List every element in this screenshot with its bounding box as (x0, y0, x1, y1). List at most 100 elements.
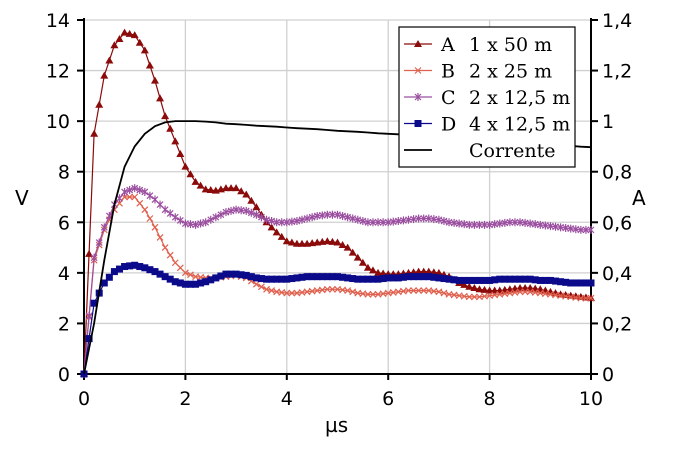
legend-label: 1 x 50 m (469, 34, 552, 56)
data-point (359, 275, 367, 283)
data-point (131, 184, 139, 193)
x-tick-label: 10 (579, 388, 603, 410)
legend-key: B (441, 61, 455, 83)
data-point (358, 258, 367, 266)
data-point (344, 274, 352, 282)
data-point (328, 273, 336, 281)
data-point (141, 264, 149, 272)
data-point (440, 289, 448, 297)
data-point (192, 280, 200, 288)
data-point (344, 213, 352, 222)
data-point (263, 275, 271, 283)
x-tick-label: 0 (78, 388, 90, 410)
data-point (465, 293, 473, 301)
data-point (146, 266, 154, 274)
data-point (221, 184, 230, 192)
data-point (348, 248, 357, 256)
data-point (176, 279, 184, 287)
data-point (516, 275, 524, 283)
data-point (303, 214, 311, 223)
y2-tick-label: 1,2 (602, 61, 632, 83)
data-point (410, 273, 418, 281)
data-point (521, 288, 529, 296)
data-point (292, 239, 301, 247)
data-point (242, 271, 250, 279)
data-point (268, 217, 276, 226)
data-point (349, 288, 357, 296)
data-point (191, 177, 200, 185)
data-point (136, 186, 144, 195)
data-point (470, 220, 478, 229)
legend-marker (414, 120, 422, 127)
data-point (496, 275, 504, 283)
data-point (364, 275, 372, 283)
y-tick-label: 6 (58, 212, 70, 234)
data-point (217, 272, 225, 280)
y-tick-label: 4 (58, 263, 70, 285)
data-point (151, 195, 159, 204)
data-point (227, 270, 235, 278)
data-point (511, 218, 519, 227)
data-point (506, 218, 514, 227)
data-point (156, 94, 165, 102)
data-point (374, 275, 382, 283)
data-point (202, 218, 210, 227)
data-point (329, 285, 336, 293)
data-point (328, 237, 337, 245)
data-point (186, 280, 194, 288)
data-point (308, 213, 316, 222)
data-point (257, 275, 265, 283)
data-point (278, 275, 286, 283)
data-point (450, 276, 458, 284)
data-point (272, 228, 281, 236)
data-point (419, 267, 428, 275)
data-point (187, 271, 194, 279)
data-point (465, 220, 473, 229)
data-point (232, 184, 241, 192)
data-point (237, 187, 246, 195)
data-point (166, 209, 174, 218)
x-tick-label: 8 (484, 388, 496, 410)
data-point (541, 276, 549, 284)
data-point (222, 270, 230, 278)
data-point (577, 294, 585, 302)
data-point (379, 218, 387, 227)
data-point (247, 208, 255, 217)
data-point (435, 288, 443, 296)
data-point (415, 287, 423, 294)
data-point (115, 34, 124, 42)
data-point (481, 220, 488, 229)
data-point (440, 275, 448, 283)
data-point (171, 259, 179, 267)
data-point (100, 279, 108, 287)
data-point (258, 213, 265, 222)
data-point (171, 278, 179, 286)
data-point (323, 237, 332, 245)
data-point (420, 273, 428, 281)
y2-axis-label: A (632, 186, 646, 210)
y2-tick-label: 0,6 (602, 212, 632, 234)
data-point (252, 274, 260, 282)
data-point (445, 275, 453, 283)
data-point (151, 268, 159, 276)
data-point (359, 217, 367, 226)
series-d (80, 261, 595, 378)
data-point (150, 76, 159, 84)
data-point (368, 266, 377, 274)
data-point (374, 218, 382, 227)
x-tick-label: 2 (179, 388, 191, 410)
data-point (273, 218, 281, 227)
data-point (536, 276, 544, 284)
data-point (126, 262, 134, 270)
data-point (192, 220, 199, 229)
data-point (277, 232, 286, 240)
data-point (435, 215, 443, 224)
data-point (207, 276, 215, 284)
axes: 0 2 4 6 8 100 02 0,24 0,46 0,68 0,810 112 1,214 1,4 (46, 10, 632, 410)
legend-marker (414, 40, 422, 47)
data-point (258, 283, 265, 291)
data-point (131, 193, 139, 201)
y2-tick-label: 0 (602, 364, 614, 386)
legend-label: Corrente (469, 140, 556, 162)
